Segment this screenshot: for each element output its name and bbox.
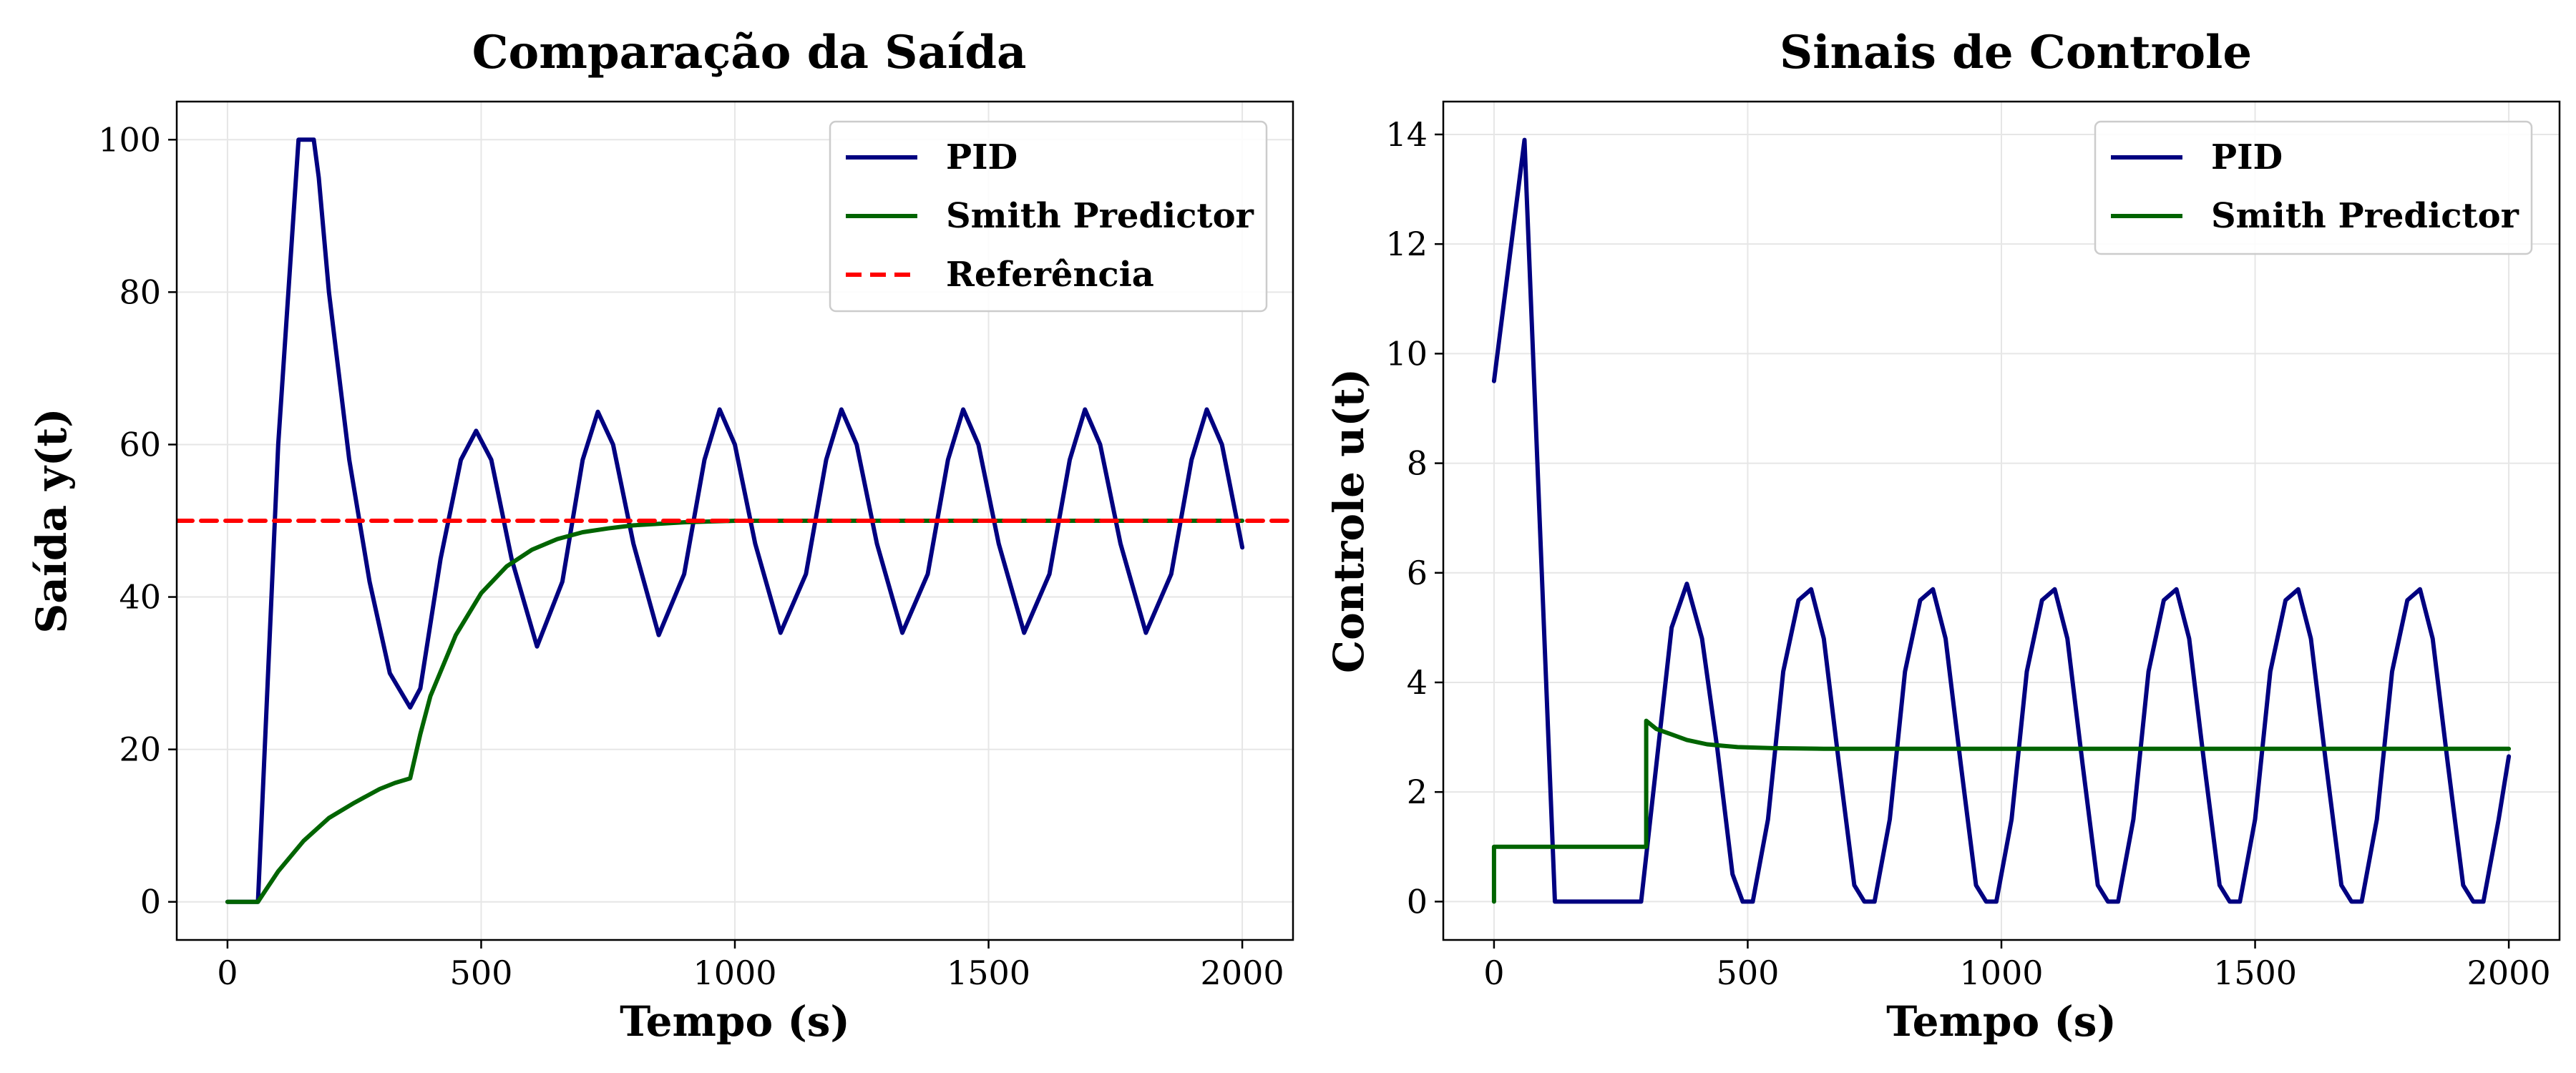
- legend-label: Referência: [946, 255, 1154, 295]
- legend: PID Smith Predictor Referência: [829, 120, 1268, 313]
- y-tick-label: 40: [119, 578, 161, 617]
- y-tick-label: 6: [1407, 554, 1428, 592]
- y-tick-label: 8: [1407, 444, 1428, 483]
- legend-label: PID: [946, 137, 1018, 177]
- legend-box: [829, 120, 1268, 313]
- control-signals-chart: Sinais de Controle 0 500 1000 1500 2000 0 2 4 6 8…: [1324, 26, 2561, 1046]
- y-tick-label: 12: [1385, 225, 1428, 263]
- legend-box: [2094, 120, 2533, 255]
- y-tick-label: 14: [1385, 115, 1428, 154]
- y-tick-label: 10: [1385, 334, 1428, 373]
- x-tick-label: 500: [1717, 954, 1780, 992]
- x-axis-label: Tempo (s): [620, 997, 850, 1046]
- x-tick-label: 1500: [2213, 954, 2297, 992]
- output-comparison-chart: Comparação da Saída 0 500 1000 1500 2000 0 20 4…: [27, 26, 1294, 1046]
- y-axis-label: Controle u(t): [1324, 368, 1373, 673]
- x-tick-label: 500: [450, 954, 513, 992]
- y-tick-label: 100: [98, 120, 161, 159]
- y-tick-label: 20: [119, 730, 161, 769]
- legend-label: Smith Predictor: [946, 196, 1254, 236]
- series-line-pid: [225, 137, 1245, 904]
- series-line-pid: [1491, 137, 2512, 904]
- y-axis-label: Saída y(t): [27, 408, 76, 633]
- legend: PID Smith Predictor: [2094, 120, 2533, 255]
- y-tick-label: 0: [1407, 882, 1428, 921]
- y-tick-label: 4: [1407, 663, 1428, 702]
- series-line-smith-predictor: [1491, 718, 2512, 904]
- legend-label: Smith Predictor: [2211, 196, 2519, 236]
- y-tick-label: 80: [119, 273, 161, 311]
- x-tick-label: 0: [1483, 954, 1504, 992]
- x-tick-label: 1000: [693, 954, 776, 992]
- x-tick-label: 1500: [947, 954, 1030, 992]
- y-tick-label: 60: [119, 425, 161, 464]
- x-tick-label: 1000: [1959, 954, 2043, 992]
- chart-title: Sinais de Controle: [1780, 26, 2252, 79]
- x-tick-label: 2000: [2467, 954, 2551, 992]
- y-tick-label: 2: [1407, 773, 1428, 811]
- y-tick-label: 0: [140, 883, 161, 921]
- series-line-smith-predictor: [225, 519, 1245, 904]
- chart-title: Comparação da Saída: [472, 26, 1027, 79]
- x-tick-label: 2000: [1201, 954, 1284, 992]
- legend-label: PID: [2211, 137, 2283, 177]
- x-tick-label: 0: [217, 954, 238, 992]
- x-axis-label: Tempo (s): [1886, 997, 2117, 1046]
